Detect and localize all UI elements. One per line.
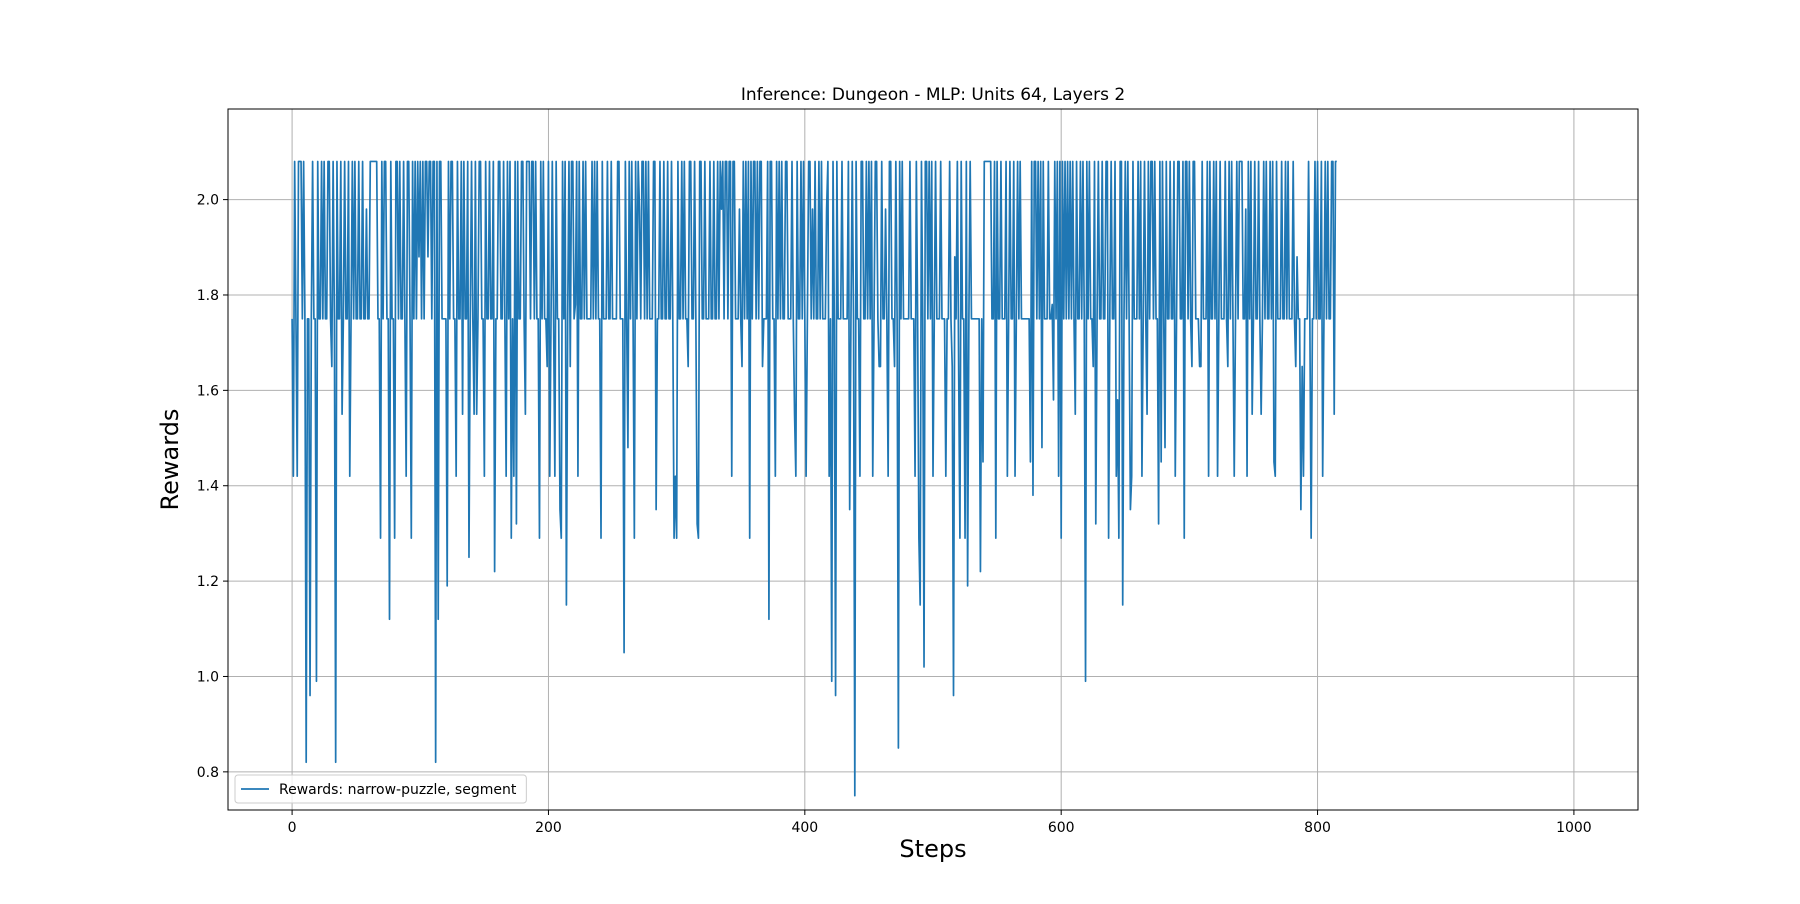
x-axis-label: Steps: [899, 835, 966, 863]
y-axis-ticks: 0.8 1.0 1.2 1.4 1.6 1.8 2.0: [197, 193, 228, 781]
x-tick-label: 600: [1048, 820, 1075, 836]
plot-area: [291, 160, 1337, 797]
x-tick-label: 400: [791, 820, 818, 836]
y-tick-label: 2.0: [197, 193, 219, 209]
legend: Rewards: narrow-puzzle, segment: [234, 774, 527, 804]
x-axis-ticks: 0 200 400 600 800 1000: [288, 810, 1592, 836]
series-line-rewards: [291, 160, 1337, 797]
chart-title: Inference: Dungeon - MLP: Units 64, Laye…: [741, 85, 1125, 105]
y-tick-label: 1.6: [197, 383, 219, 399]
x-tick-label: 0: [288, 820, 297, 836]
y-tick-label: 1.0: [197, 669, 219, 685]
legend-box: [234, 774, 527, 804]
y-tick-label: 1.4: [197, 479, 219, 495]
x-tick-label: 800: [1304, 820, 1331, 836]
legend-label: Rewards: narrow-puzzle, segment: [279, 782, 517, 798]
x-tick-label: 200: [535, 820, 562, 836]
y-tick-label: 1.2: [197, 574, 219, 590]
y-tick-label: 0.8: [197, 765, 219, 781]
y-axis-label: Rewards: [156, 409, 184, 511]
x-tick-label: 1000: [1556, 820, 1592, 836]
y-tick-label: 1.8: [197, 288, 219, 304]
axes-frame: [227, 108, 1639, 811]
